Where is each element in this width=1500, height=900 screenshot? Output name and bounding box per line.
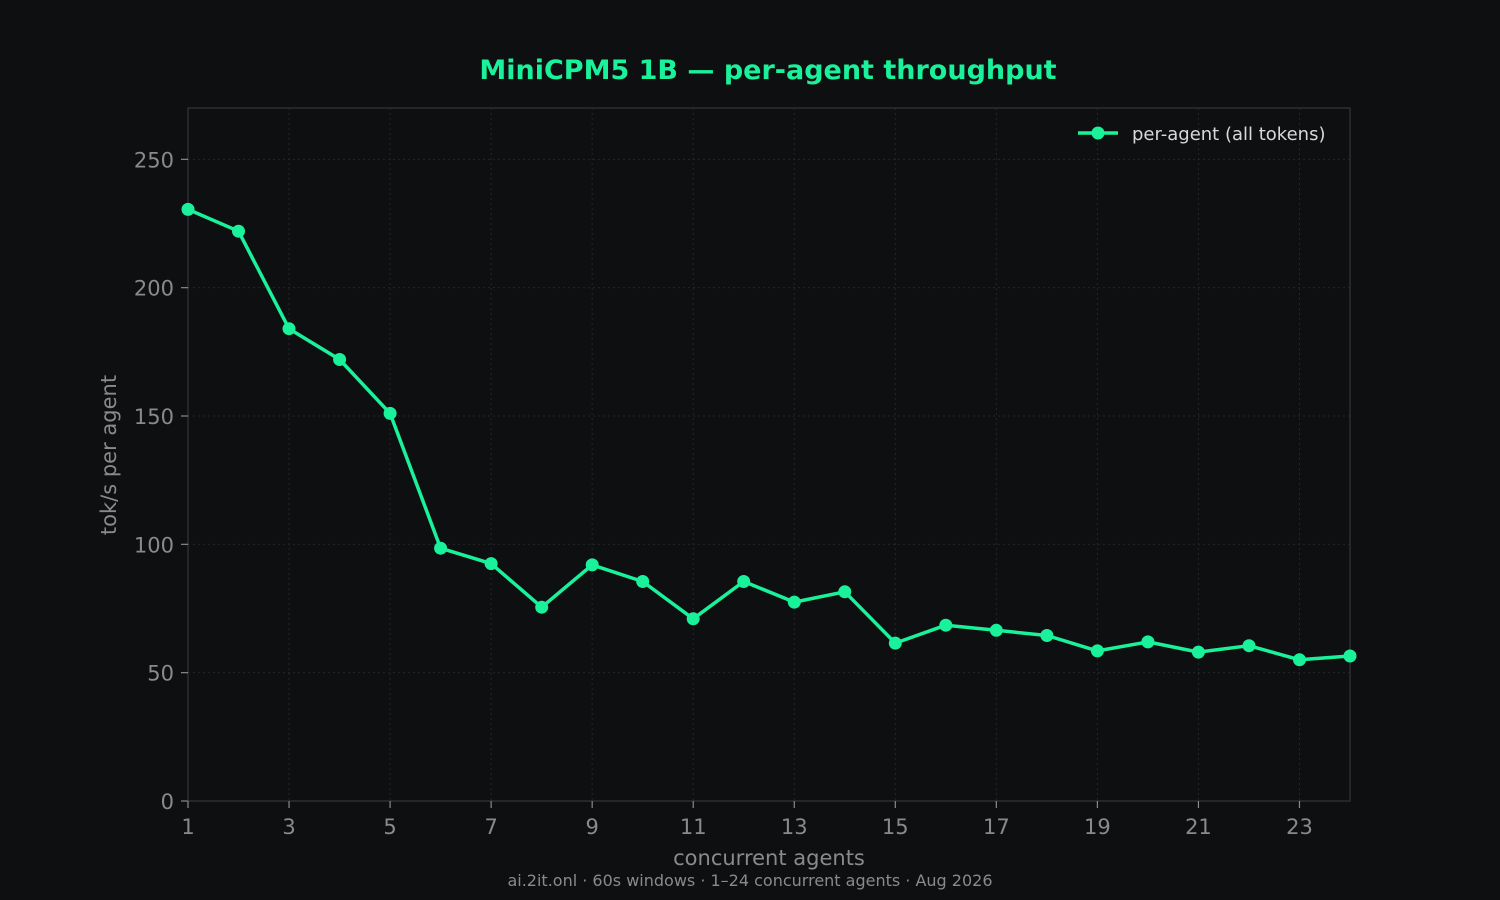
- data-point: [585, 558, 599, 572]
- data-point: [535, 600, 549, 614]
- series-line: [186, 207, 1352, 662]
- data-point: [686, 612, 700, 626]
- data-point: [484, 557, 498, 571]
- data-point: [1191, 645, 1205, 659]
- data-point: [1242, 639, 1256, 653]
- x-tick-label: 5: [383, 815, 396, 839]
- x-tick-label: 17: [983, 815, 1010, 839]
- legend-marker-swatch: [1091, 126, 1105, 140]
- data-point: [181, 202, 195, 216]
- data-point: [888, 636, 902, 650]
- x-tick-label: 19: [1084, 815, 1111, 839]
- data-point: [1293, 653, 1306, 667]
- series-layer: [181, 202, 1357, 667]
- x-tick-label: 13: [781, 815, 808, 839]
- x-tick-label: 3: [282, 815, 295, 839]
- data-point: [737, 575, 751, 588]
- y-tick-label: 0: [161, 790, 174, 814]
- data-point: [383, 406, 397, 420]
- data-point: [434, 541, 448, 555]
- x-tick-label: 9: [585, 815, 598, 839]
- x-tick-label: 15: [882, 815, 909, 839]
- legend: per-agent (all tokens): [1078, 124, 1325, 145]
- plot-frame: [187, 107, 1351, 802]
- x-tick-label: 21: [1185, 815, 1212, 839]
- x-tick-label: 23: [1286, 815, 1313, 839]
- data-point: [282, 322, 296, 336]
- data-point: [1141, 635, 1155, 649]
- y-tick-label: 50: [147, 662, 174, 686]
- data-point: [1090, 644, 1104, 658]
- data-point: [333, 353, 347, 366]
- data-point: [1040, 629, 1054, 642]
- data-point: [232, 224, 245, 238]
- y-tick-label: 200: [134, 277, 174, 301]
- data-point: [636, 575, 650, 588]
- x-tick-label: 1: [181, 815, 194, 839]
- chart-title: MiniCPM5 1B — per-agent throughput: [479, 55, 1056, 86]
- x-tick-label: 7: [484, 815, 497, 839]
- y-axis-label: tok/s per agent: [97, 375, 121, 535]
- x-axis-label: concurrent agents: [673, 846, 865, 870]
- x-tick-label: 11: [680, 815, 707, 839]
- data-point: [838, 585, 852, 599]
- data-point: [939, 618, 953, 632]
- data-point: [989, 623, 1003, 637]
- chart-footer: ai.2it.onl · 60s windows · 1–24 concurre…: [507, 871, 992, 890]
- data-point: [1343, 649, 1357, 663]
- y-tick-label: 100: [134, 533, 174, 557]
- y-tick-label: 250: [134, 148, 174, 172]
- legend-label: per-agent (all tokens): [1132, 124, 1325, 145]
- data-point: [787, 595, 801, 609]
- y-tick-label: 150: [134, 405, 174, 429]
